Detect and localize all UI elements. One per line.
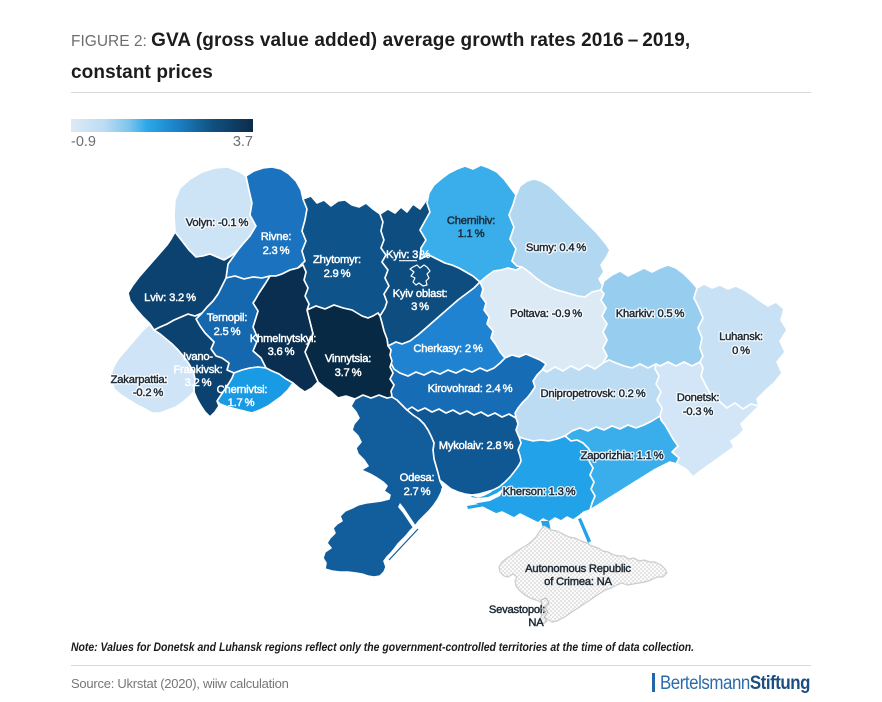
svg-text:Autonomous Republic: Autonomous Republic — [525, 563, 631, 575]
svg-text:2.9 %: 2.9 % — [324, 268, 351, 280]
svg-text:Ternopil:: Ternopil: — [207, 312, 248, 324]
svg-text:Zakarpattia:: Zakarpattia: — [111, 374, 168, 386]
svg-text:2.3 %: 2.3 % — [263, 245, 290, 257]
svg-text:Kherson: 1.3 %: Kherson: 1.3 % — [503, 486, 576, 498]
svg-text:1.7 %: 1.7 % — [228, 397, 255, 409]
svg-text:NA: NA — [528, 617, 544, 629]
svg-text:Luhansk:: Luhansk: — [719, 331, 763, 343]
svg-text:Volyn: -0.1 %: Volyn: -0.1 % — [186, 217, 249, 229]
svg-text:Cherkasy: 2 %: Cherkasy: 2 % — [413, 343, 483, 355]
svg-text:3.2 %: 3.2 % — [185, 377, 212, 389]
svg-text:Khmelnytskyi:: Khmelnytskyi: — [250, 333, 317, 345]
svg-text:Vinnytsia:: Vinnytsia: — [325, 353, 371, 365]
svg-text:Ivano-: Ivano- — [183, 351, 213, 363]
svg-text:Zakarpattia:: Zakarpattia: — [111, 374, 168, 386]
svg-text:2.7 %: 2.7 % — [404, 486, 431, 498]
svg-text:3.6 %: 3.6 % — [268, 346, 295, 358]
svg-text:Odesa:: Odesa: — [400, 472, 435, 484]
svg-text:Rivne:: Rivne: — [261, 231, 292, 243]
svg-text:-0.3 %: -0.3 % — [683, 406, 714, 418]
svg-text:Kirovohrad: 2.4 %: Kirovohrad: 2.4 % — [428, 383, 513, 395]
svg-text:Dnipropetrovsk: 0.2 %: Dnipropetrovsk: 0.2 % — [541, 388, 646, 400]
svg-text:Frankivsk:: Frankivsk: — [174, 364, 223, 376]
svg-text:of Crimea: NA: of Crimea: NA — [544, 576, 612, 588]
svg-text:Kyiv oblast:: Kyiv oblast: — [393, 288, 448, 300]
svg-text:-0.3 %: -0.3 % — [683, 406, 714, 418]
svg-text:Kyiv: 3 %: Kyiv: 3 % — [386, 249, 430, 261]
svg-text:Chernihiv:: Chernihiv: — [447, 215, 495, 227]
svg-text:Donetsk:: Donetsk: — [677, 392, 720, 404]
svg-text:Zhytomyr:: Zhytomyr: — [313, 254, 361, 266]
svg-text:Sevastopol:: Sevastopol: — [489, 604, 545, 616]
svg-text:Donetsk:: Donetsk: — [677, 392, 720, 404]
svg-text:Volyn: -0.1 %: Volyn: -0.1 % — [186, 217, 249, 229]
svg-text:1.1 %: 1.1 % — [458, 228, 485, 240]
svg-text:Chernivtsi:: Chernivtsi: — [217, 384, 268, 396]
svg-text:Luhansk:: Luhansk: — [719, 331, 763, 343]
svg-text:0 %: 0 % — [732, 345, 750, 357]
svg-text:2.5 %: 2.5 % — [214, 326, 241, 338]
svg-text:-0.2 %: -0.2 % — [133, 387, 164, 399]
svg-text:Kharkiv: 0.5 %: Kharkiv: 0.5 % — [616, 308, 685, 320]
svg-text:Sumy: 0.4 %: Sumy: 0.4 % — [526, 242, 587, 254]
svg-text:Zaporizhia: 1.1 %: Zaporizhia: 1.1 % — [581, 450, 664, 462]
svg-text:Poltava: -0.9 %: Poltava: -0.9 % — [510, 308, 582, 320]
svg-text:Kherson: 1.3 %: Kherson: 1.3 % — [503, 486, 576, 498]
svg-text:Poltava: -0.9 %: Poltava: -0.9 % — [510, 308, 582, 320]
svg-text:3.7 %: 3.7 % — [335, 367, 362, 379]
svg-text:Dnipropetrovsk: 0.2 %: Dnipropetrovsk: 0.2 % — [541, 388, 646, 400]
svg-text:Zaporizhia: 1.1 %: Zaporizhia: 1.1 % — [581, 450, 664, 462]
svg-text:-0.2 %: -0.2 % — [133, 387, 164, 399]
svg-text:3 %: 3 % — [411, 301, 429, 313]
svg-text:0 %: 0 % — [732, 345, 750, 357]
svg-text:Kharkiv: 0.5 %: Kharkiv: 0.5 % — [616, 308, 685, 320]
svg-text:Lviv: 3.2 %: Lviv: 3.2 % — [144, 292, 196, 304]
svg-text:Mykolaiv: 2.8 %: Mykolaiv: 2.8 % — [439, 440, 514, 452]
svg-text:Sumy: 0.4 %: Sumy: 0.4 % — [526, 242, 587, 254]
